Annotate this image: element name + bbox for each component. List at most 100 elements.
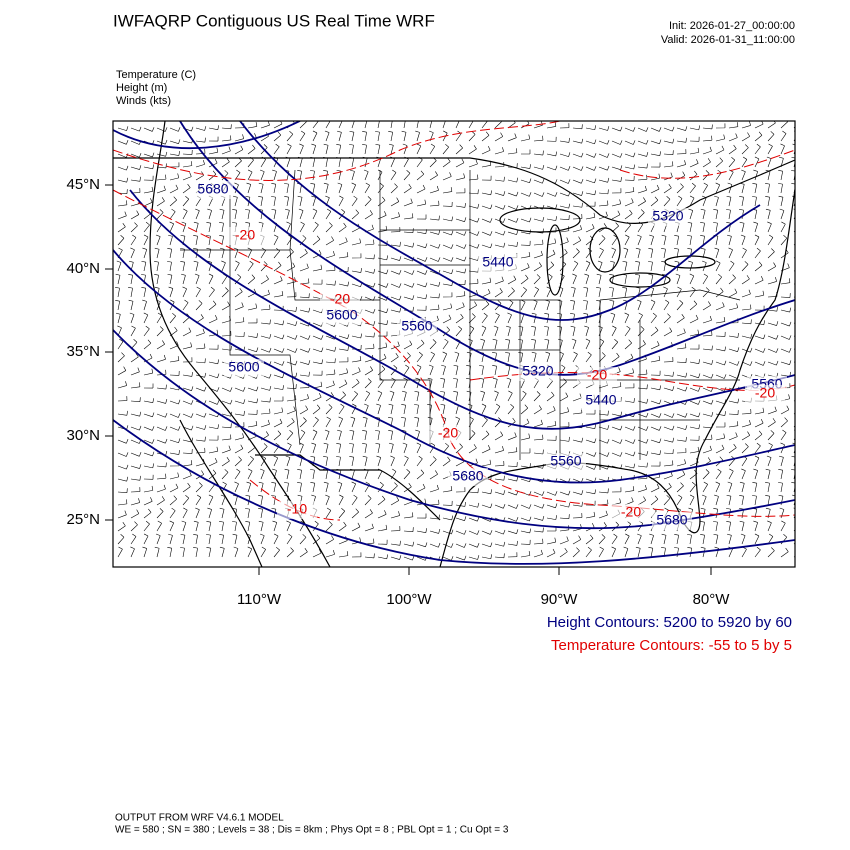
wind-barb [193,534,198,545]
wind-barb [754,275,764,285]
wind-barb [416,184,426,194]
wind-barb [364,308,376,314]
wind-barb [715,481,721,493]
height-label-box [478,254,518,272]
wind-barb [129,312,135,324]
wind-barb [559,422,570,428]
wind-barb [208,315,218,324]
wind-barb [637,412,649,418]
wind-barb [388,430,393,441]
wind-barb [689,286,696,298]
wind-barb [454,351,460,363]
wind-barb [130,464,142,469]
wind-barb [481,403,487,415]
wind-barb [362,455,368,467]
wind-barb [169,312,176,324]
wind-barb [728,421,739,428]
wind-barb [520,192,532,197]
wind-barb [585,212,596,220]
wind-barb [780,534,788,545]
wind-barb [739,209,744,220]
wind-barb [546,537,557,545]
wind-barb [637,384,648,390]
wind-barb [752,208,758,220]
wind-barb [520,404,529,415]
wind-barb [258,508,263,519]
wind-barb [143,198,153,207]
wind-barb [455,202,466,208]
wind-barb [650,450,661,455]
wind-barb [728,144,737,155]
wind-barb [284,482,289,493]
wind-barb [414,390,420,402]
wind-barb [700,222,705,233]
wind-barb [585,178,597,184]
wind-barb [663,327,673,337]
wind-barb [546,261,555,272]
wind-barb [221,301,231,311]
wind-barb [429,143,436,155]
wind-barb [663,184,672,194]
wind-barb [611,533,618,545]
temperature-label-box [428,425,468,443]
wind-barb [195,358,206,364]
wind-barb [663,357,674,363]
wind-barb [219,247,225,259]
wind-barb [713,209,719,220]
wind-barb [117,439,129,444]
wind-barb [714,494,719,506]
wind-barb [676,358,687,363]
wind-barb [117,153,129,158]
wind-barb [624,312,629,324]
wind-barb [286,360,298,366]
wind-barb [767,360,779,366]
wind-barb [273,418,283,428]
wind-barb [208,457,218,467]
wind-barb [637,451,649,456]
wind-barb [156,473,167,480]
wind-barb [429,121,433,129]
wind-barb [572,179,584,184]
wind-barb [585,424,596,430]
wind-barb [585,489,597,495]
wind-barb [247,144,256,155]
wind-barb [377,539,388,545]
wind-barb [219,507,225,519]
wind-barb [429,529,441,534]
wind-barb [779,208,785,220]
wind-barb [481,218,493,223]
wind-barb [298,208,304,220]
wind-barb [572,214,583,220]
wind-barb [336,144,342,155]
wind-barb [325,280,336,286]
wind-barb [286,547,294,558]
wind-barb [169,221,174,233]
wind-barb [728,303,739,311]
wind-barb [195,300,203,311]
wind-barb [728,398,740,404]
wind-barb [624,426,636,431]
wind-barb [533,286,539,298]
wind-barb [325,404,333,415]
wind-barb [167,261,172,272]
wind-barb [468,189,479,195]
wind-barb [169,208,176,220]
wind-barb [323,481,329,493]
wind-barb [689,182,696,194]
wind-barb [286,348,298,353]
wind-barb [390,455,395,467]
wind-barb [689,273,695,285]
wind-barb [455,173,466,181]
wind-barb [650,299,656,311]
wind-barb [169,139,181,145]
wind-barb [455,302,465,311]
wind-barb [585,153,597,158]
wind-barb [403,541,415,547]
wind-barb [507,447,518,454]
wind-barb [208,300,217,311]
wind-barb [481,530,493,535]
wind-barb [468,243,480,249]
wind-barb [156,127,168,132]
wind-barb [468,530,480,535]
wind-barb [377,342,388,350]
